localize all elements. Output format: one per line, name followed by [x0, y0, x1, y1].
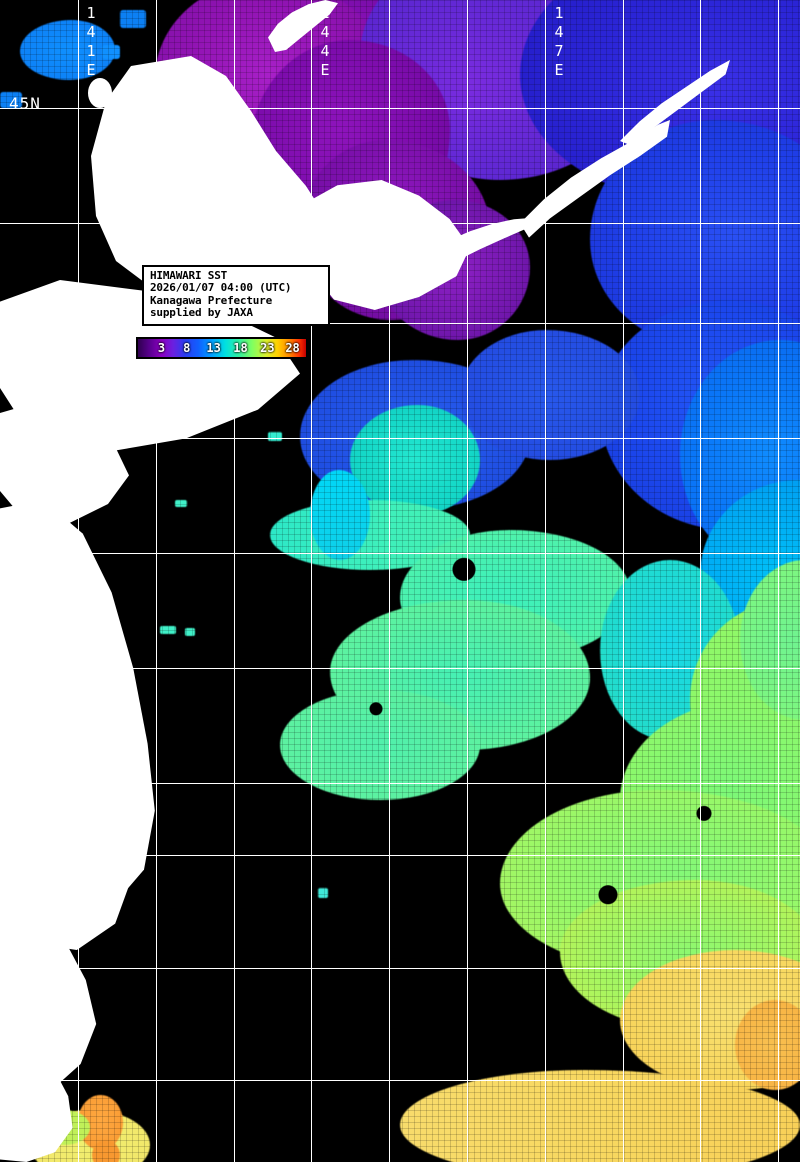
- longitude-label-144e: 144E: [316, 4, 334, 80]
- sst-speck-ne-2: [120, 10, 146, 28]
- gridline-horizontal: [0, 438, 800, 439]
- info-title: HIMAWARI SST: [150, 269, 228, 282]
- sst-region-cyan-plume-hokkaido: [310, 470, 370, 560]
- gridline-vertical: [545, 0, 546, 1162]
- colorbar-tick: 23: [260, 341, 275, 355]
- sst-region-green-east-mid: [620, 700, 800, 900]
- gridline-horizontal: [0, 323, 800, 324]
- gridline-horizontal: [0, 783, 800, 784]
- gridline-horizontal: [0, 553, 800, 554]
- longitude-label-141e: 141E: [82, 4, 100, 80]
- sst-region-orange-patch-sw2: [92, 1140, 120, 1162]
- sst-region-mid-blue-patch: [300, 360, 530, 510]
- colorbar-tick: 18: [233, 341, 248, 355]
- colorbar-ticks: 3 8 13 18 23 28: [138, 339, 306, 357]
- info-datetime: 2026/01/07 04:00 (UTC): [150, 281, 292, 295]
- sst-region-aqua-mid: [330, 600, 590, 750]
- gridline-vertical: [311, 0, 312, 1162]
- gridline-vertical: [623, 0, 624, 1162]
- gridline-vertical: [78, 0, 79, 1162]
- sst-region-orange-far-se: [735, 1000, 800, 1090]
- gridline-horizontal: [0, 855, 800, 856]
- gridline-vertical: [389, 0, 390, 1162]
- sst-region-cyan-streak: [270, 500, 470, 570]
- sst-speck-coast-4: [268, 432, 282, 441]
- land-kuril-north: [520, 120, 670, 238]
- sst-region-okhotsk-violet: [360, 0, 640, 180]
- sst-colorbar: 3 8 13 18 23 28: [136, 337, 308, 359]
- gridline-vertical: [700, 0, 701, 1162]
- colorbar-tick: 3: [157, 341, 166, 355]
- gridline-horizontal: [0, 1080, 800, 1081]
- sst-region-east-cyan-band: [700, 480, 800, 670]
- sst-region-east-blue-bright: [680, 340, 800, 570]
- land-rishiri-island: [88, 78, 112, 108]
- colorbar-tick: 28: [285, 341, 300, 355]
- sst-region-green-far-east: [740, 560, 800, 720]
- gridline-vertical: [778, 0, 779, 1162]
- sst-region-green-east-upper: [690, 600, 800, 800]
- land-kuril-far-north: [620, 60, 730, 147]
- gridline-vertical: [156, 0, 157, 1162]
- sst-region-cyan-eddy-left: [350, 405, 480, 515]
- sst-speck-coast-3: [185, 628, 195, 636]
- info-region: Kanagawa Prefecture: [150, 293, 273, 307]
- land-okushiri-island: [0, 430, 18, 464]
- sst-speck-ne-4: [102, 45, 120, 59]
- gridline-vertical: [467, 0, 468, 1162]
- longitude-label-147e: 147E: [550, 4, 568, 80]
- sst-region-yellow-south-band: [400, 1070, 800, 1162]
- gridline-vertical: [234, 0, 235, 1162]
- sst-speck-ne-1: [20, 20, 115, 80]
- sst-region-mid-blue-lobe: [460, 330, 640, 460]
- sst-region-green-lower-arc: [560, 880, 800, 1030]
- colorbar-tick: 8: [183, 341, 191, 355]
- sst-region-orange-patch-sw: [78, 1095, 123, 1150]
- sst-speck-coast-2: [175, 500, 187, 507]
- info-credit: supplied by JAXA: [150, 306, 253, 320]
- sst-speck-coast-1: [160, 626, 176, 634]
- info-box: HIMAWARI SST 2026/01/07 04:00 (UTC) Kana…: [142, 265, 330, 326]
- gridline-horizontal: [0, 968, 800, 969]
- land-small-island-1: [50, 676, 59, 685]
- sst-region-aqua-plume: [400, 530, 630, 660]
- latitude-label-45n: 45N: [9, 94, 41, 113]
- colorbar-tick: 13: [206, 341, 221, 355]
- sst-region-cyan-tongue-east: [600, 560, 740, 740]
- gridline-horizontal: [0, 668, 800, 669]
- land-sado-island: [62, 598, 84, 612]
- colorbar-gradient: [138, 339, 306, 357]
- gridline-horizontal: [0, 108, 800, 109]
- sst-speck-cyan-mid: [318, 888, 328, 898]
- sst-region-yellow-se: [620, 950, 800, 1090]
- gridline-horizontal: [0, 223, 800, 224]
